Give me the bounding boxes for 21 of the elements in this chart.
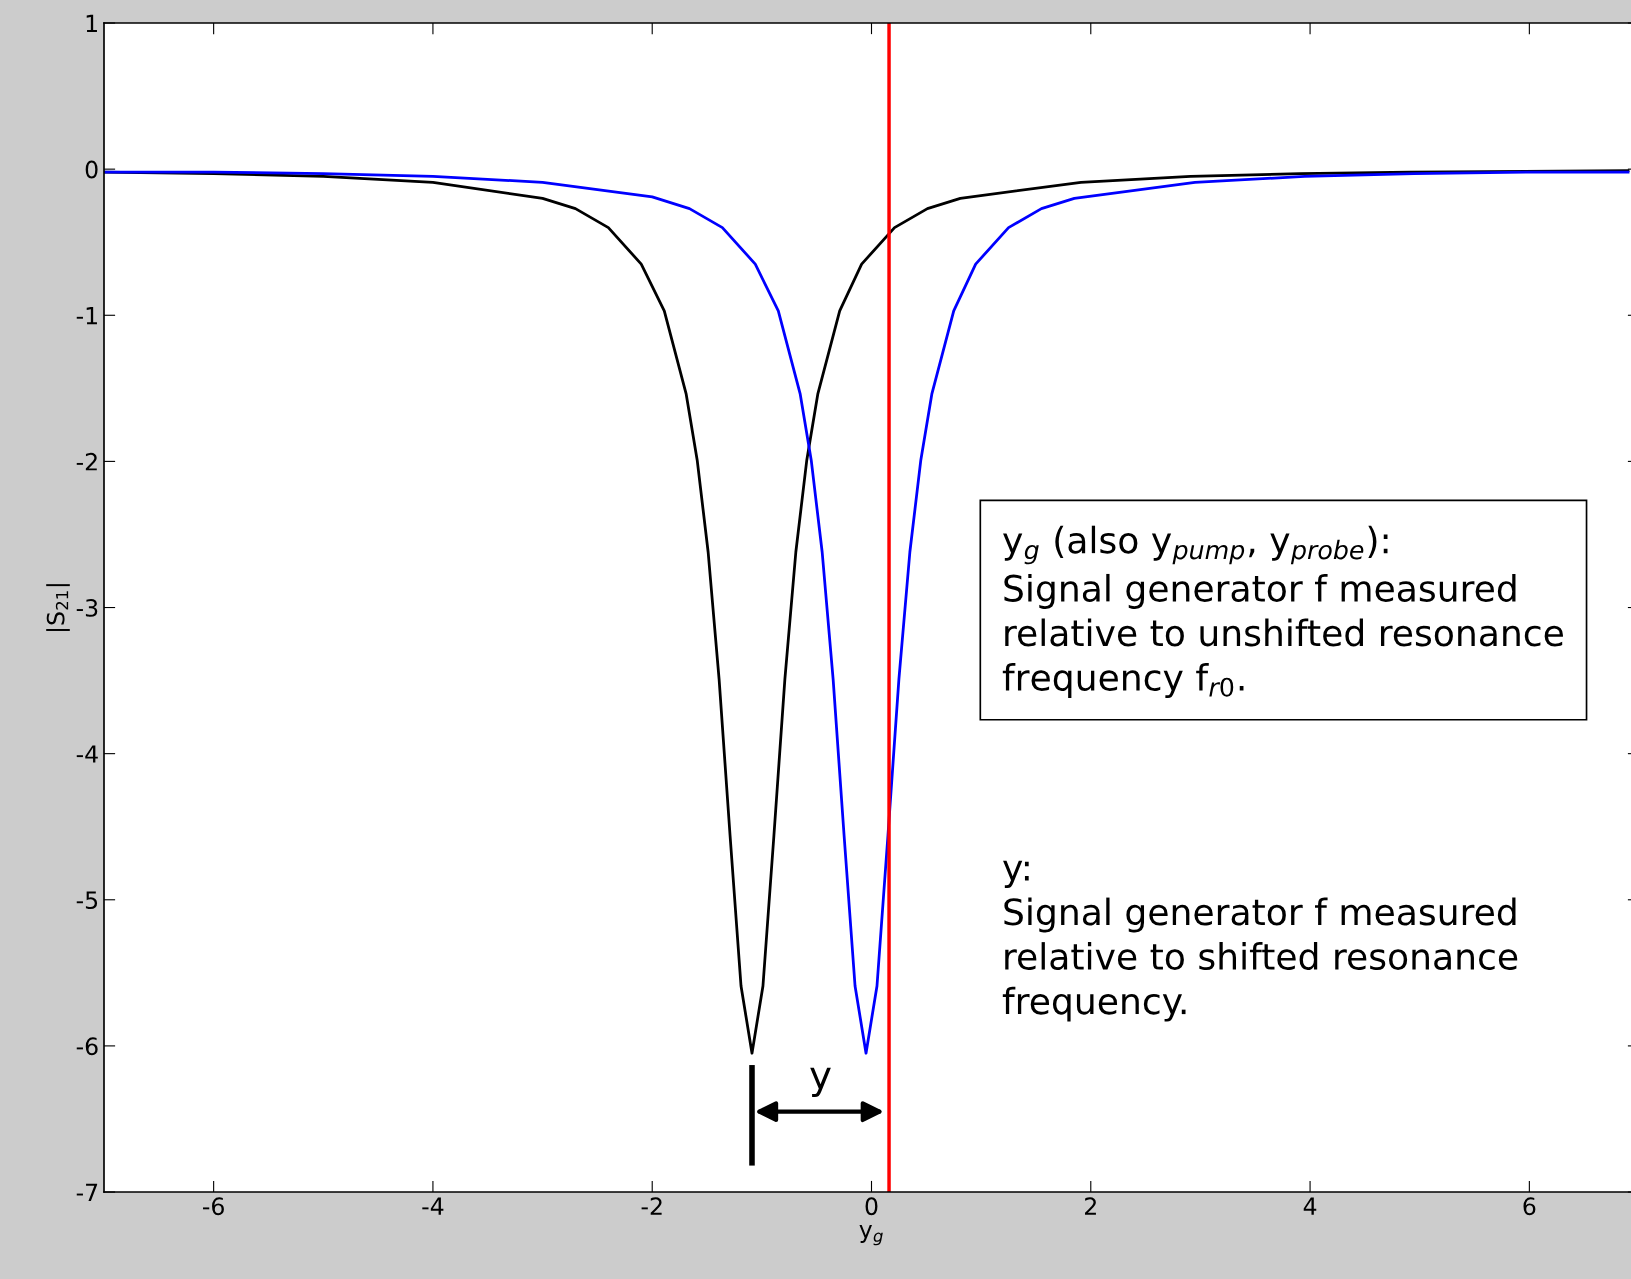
y-tick-label: -2 bbox=[76, 452, 97, 471]
y-tick-label: -5 bbox=[76, 891, 98, 910]
x-axis-title: y$_{g}$ bbox=[859, 1225, 883, 1246]
x-tick-label: 0 bbox=[865, 1197, 878, 1216]
y-tick-label: -7 bbox=[76, 1183, 98, 1201]
annotation: y: Signal generator f measured relative to shifted resonance frequency. bbox=[1002, 860, 1518, 1022]
y-tick-label: -1 bbox=[76, 307, 97, 325]
y-axis-title: |S$_{21}$| bbox=[46, 584, 70, 631]
y-tick-label: -6 bbox=[76, 1037, 98, 1056]
y-tick-label: 1 bbox=[86, 14, 97, 32]
annotation: y bbox=[810, 1067, 831, 1098]
y-tick-label: -3 bbox=[76, 598, 98, 617]
y-tick-label: -4 bbox=[76, 745, 98, 763]
x-tick-label: -4 bbox=[422, 1197, 444, 1215]
x-tick-label: 6 bbox=[1523, 1197, 1536, 1216]
x-tick-label: -6 bbox=[203, 1197, 224, 1216]
y-tick-label: 0 bbox=[85, 160, 98, 179]
x-tick-label: 2 bbox=[1085, 1197, 1096, 1215]
x-tick-label: -2 bbox=[641, 1197, 662, 1215]
x-tick-label: 4 bbox=[1303, 1197, 1317, 1215]
text: y$_{g}$ (also y$_{pump}$, y$_{probe}$): Signal generator f measured relative to unshifted resonance frequency f$_{r0}$. bbox=[1002, 525, 1563, 698]
